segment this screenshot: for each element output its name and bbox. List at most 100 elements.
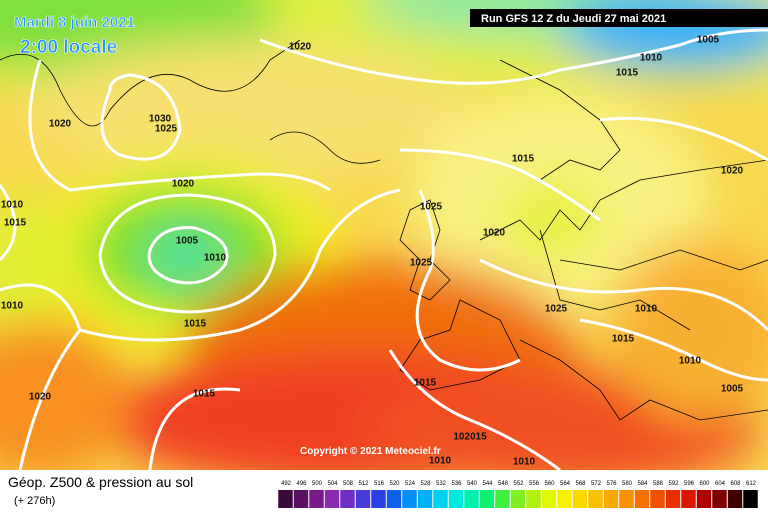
isobar-label: 1025 [545, 304, 568, 315]
scale-swatch [603, 490, 619, 508]
scale-swatch [417, 490, 433, 508]
isobars [0, 28, 768, 472]
scale-swatch [495, 490, 510, 508]
scale-label: 512 [358, 481, 369, 487]
scale-swatch [727, 490, 743, 508]
isobar-label: 1020 [721, 166, 744, 177]
run-info: Run GFS 12 Z du Jeudi 27 mai 2021 [481, 13, 666, 25]
isobar-label: 1010 [513, 457, 536, 468]
copyright: Copyright © 2021 Meteociel.fr [300, 446, 441, 457]
coastlines [0, 39, 768, 421]
scale-label: 592 [668, 481, 679, 487]
scale-swatch [696, 490, 712, 508]
isobar-label: 1020 [289, 42, 312, 53]
scale-swatch [371, 490, 386, 508]
scale-label: 572 [591, 481, 602, 487]
run-box [470, 9, 768, 27]
scale-label: 536 [451, 481, 462, 487]
isobar-label: 1010 [429, 456, 452, 467]
scale-swatch [681, 490, 696, 508]
forecast-lead: (+ 276h) [14, 495, 55, 507]
scale-label: 540 [467, 481, 478, 487]
isobar-label: 1015 [512, 154, 535, 165]
scale-label: 544 [482, 481, 493, 487]
scale-label: 596 [684, 481, 695, 487]
scale-label: 552 [513, 481, 524, 487]
scale-swatch [541, 490, 557, 508]
scale-swatch [619, 490, 634, 508]
scale-label: 548 [498, 481, 509, 487]
scale-swatch [557, 490, 572, 508]
scale-label: 604 [715, 481, 726, 487]
isobar-label: 1010 [204, 253, 227, 264]
scale-swatch [402, 490, 417, 508]
scale-swatch [526, 490, 541, 508]
isobar-label: 1020 [483, 228, 506, 239]
scale-label: 568 [575, 481, 586, 487]
scale-swatch [324, 490, 340, 508]
scale-label: 520 [389, 481, 400, 487]
scale-label: 500 [312, 481, 323, 487]
scale-swatch [386, 490, 402, 508]
isobar-label: 1025 [410, 258, 433, 269]
isobar-label: 1020 [172, 179, 195, 190]
scale-label: 612 [746, 481, 757, 487]
isobar-label: 1005 [176, 236, 199, 247]
scale-swatch [355, 490, 371, 508]
isobar-label: 1005 [721, 384, 744, 395]
scale-label: 564 [560, 481, 571, 487]
scale-swatch [433, 490, 448, 508]
scale-swatch [665, 490, 681, 508]
scale-swatch [448, 490, 464, 508]
scale-swatch [309, 490, 324, 508]
color-scale: 492 496 500 504 508 512 516 520 524 528 532 536 540 5… [278, 481, 758, 508]
isobar-label: 1025 [420, 202, 443, 213]
isobar-label: 1010 [635, 304, 658, 315]
scale-label: 556 [529, 481, 540, 487]
scale-label: 516 [374, 481, 385, 487]
scale-label: 528 [420, 481, 431, 487]
scale-label: 560 [544, 481, 555, 487]
scale-swatch [634, 490, 650, 508]
scale-swatch [743, 490, 758, 508]
scale-label: 576 [606, 481, 617, 487]
isobar-label: 1030 [149, 114, 172, 125]
scale-label: 508 [343, 481, 354, 487]
scale-label: 496 [296, 481, 307, 487]
scale-label: 584 [637, 481, 648, 487]
footer-title: Géop. Z500 & pression au sol [8, 474, 193, 490]
scale-swatch [712, 490, 727, 508]
scale-swatch [479, 490, 495, 508]
isobar-label: 1015 [616, 68, 639, 79]
isobar-label: 1015 [184, 319, 207, 330]
isobar-label: 1005 [697, 35, 720, 46]
scale-label: 524 [405, 481, 416, 487]
isobar-label: 1015 [414, 378, 437, 389]
scale-label: 608 [730, 481, 741, 487]
isobar-label: 1010 [640, 53, 663, 64]
valid-time: 2:00 locale [20, 37, 117, 58]
scale-swatch [293, 490, 309, 508]
scale-swatch [510, 490, 526, 508]
scale-swatch [278, 490, 293, 508]
scale-label: 532 [436, 481, 447, 487]
isobar-label: 1025 [155, 124, 178, 135]
scale-swatch [464, 490, 479, 508]
scale-swatch [588, 490, 603, 508]
scale-label: 600 [699, 481, 710, 487]
isobar-label: 1015 [193, 389, 216, 400]
isobar-label: 1010 [1, 301, 24, 312]
isobar-label: 1020 [49, 119, 72, 130]
isobar-label: 1015 [4, 218, 27, 229]
scale-label: 504 [327, 481, 338, 487]
isobar-label: 1020 [29, 392, 52, 403]
isobar-label: 102015 [453, 432, 487, 443]
scale-label: 492 [281, 481, 292, 487]
scale-label: 580 [622, 481, 633, 487]
scale-swatch [650, 490, 665, 508]
isobar-label: 1010 [679, 356, 702, 367]
isobar-label: 1015 [612, 334, 635, 345]
